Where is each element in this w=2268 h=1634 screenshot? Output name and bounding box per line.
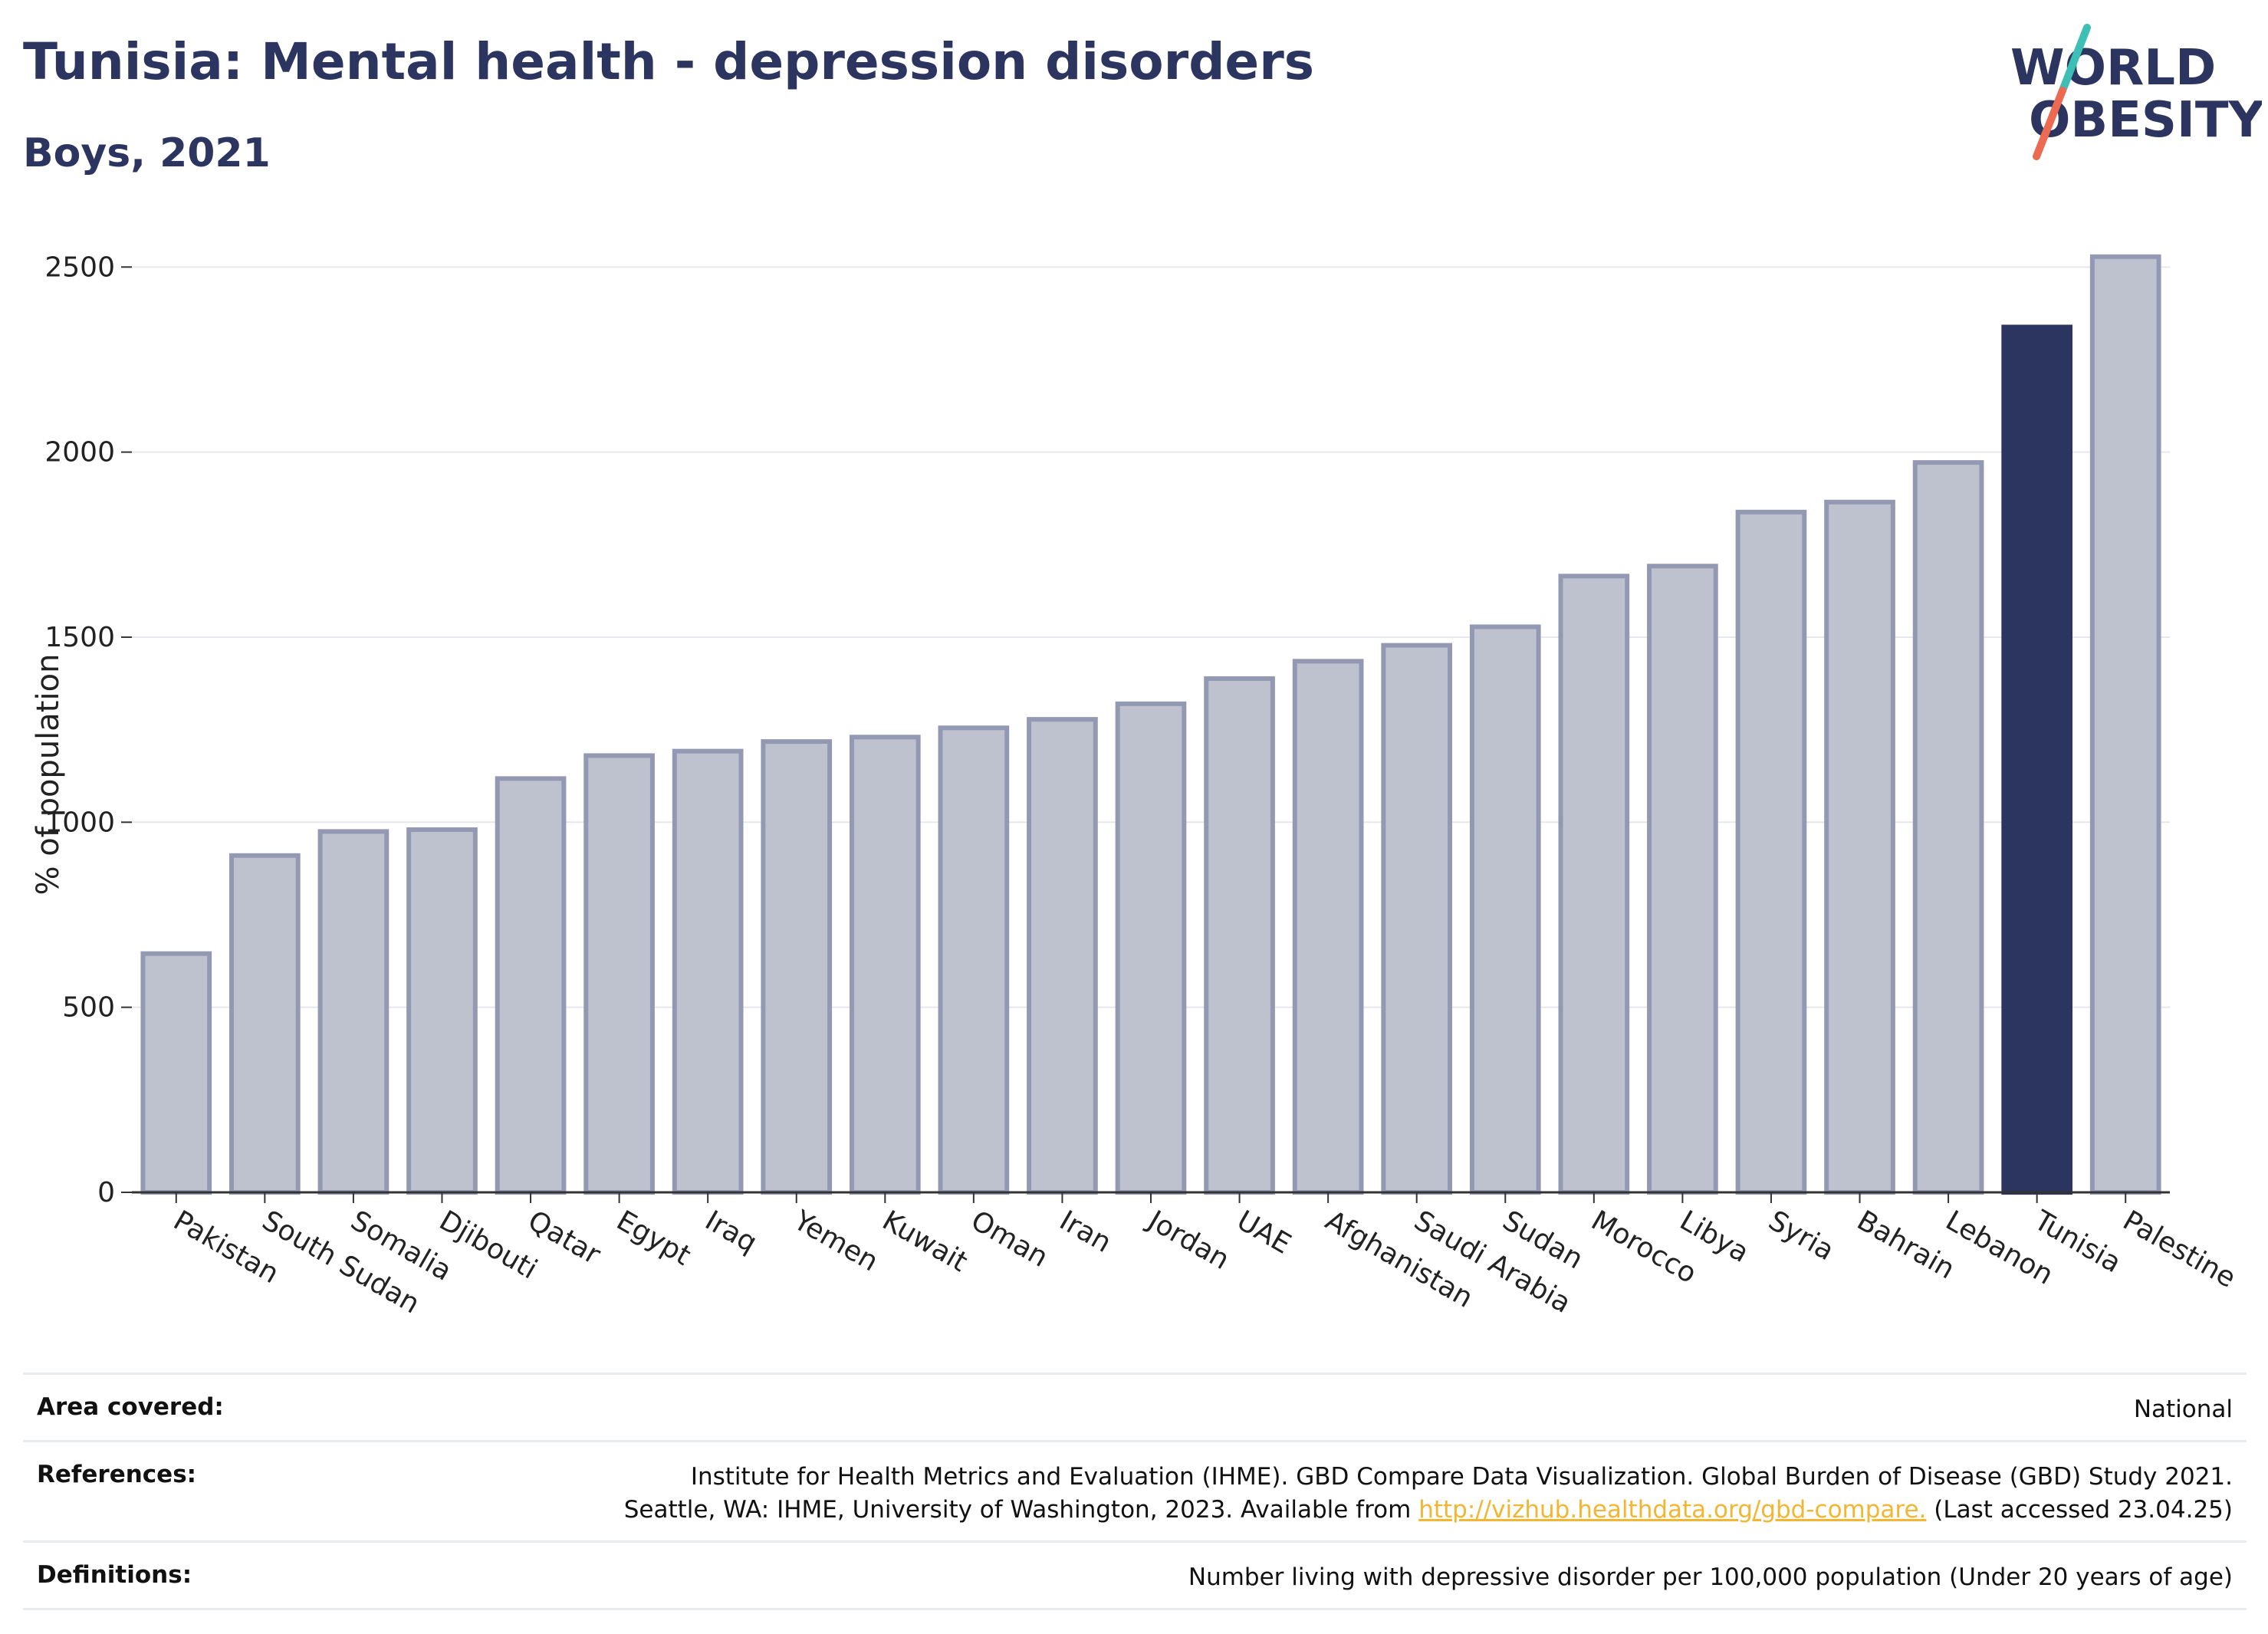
bar-uae	[1204, 676, 1275, 1195]
bar-afghanistan	[1292, 659, 1364, 1195]
bars	[140, 254, 2161, 1195]
y-tick-label-1: 500	[62, 992, 115, 1024]
bar-saudi-arabia	[1381, 643, 1453, 1195]
x-tick-label-iraq: Iraq	[700, 1205, 762, 1259]
bar-palestine	[2089, 254, 2161, 1195]
bar-iran	[1027, 717, 1098, 1195]
footer-table: Area covered: National References: Insti…	[23, 1373, 2247, 1610]
bar-lebanon	[1912, 460, 1984, 1195]
y-axis-label: % of population	[31, 654, 66, 896]
bar-bahrain	[1824, 499, 1895, 1195]
y-tick-label-5: 2500	[44, 252, 115, 283]
y-tick-label-0: 0	[97, 1177, 115, 1208]
world-obesity-logo: WORLD OBESITY	[2010, 24, 2262, 160]
bar-iraq	[672, 748, 744, 1195]
footer-row-area: Area covered: National	[23, 1373, 2247, 1440]
references-line1: Institute for Health Metrics and Evaluat…	[690, 1463, 2233, 1491]
bar-qatar	[495, 776, 567, 1195]
y-tick-label-3: 1500	[44, 622, 115, 653]
logo-line1: WORLD	[2010, 40, 2216, 97]
bar-jordan	[1115, 701, 1187, 1195]
footer-row-references: References: Institute for Health Metrics…	[23, 1440, 2247, 1540]
area-value: National	[2133, 1396, 2233, 1423]
logo-slash-bottom	[2033, 87, 2066, 160]
x-tick-label-oman: Oman	[965, 1205, 1053, 1274]
references-line2-pre: Seattle, WA: IHME, University of Washing…	[623, 1496, 1419, 1524]
x-tick-label-iran: Iran	[1054, 1205, 1116, 1259]
x-tick-label-egypt: Egypt	[611, 1205, 695, 1271]
bar-tunisia	[2001, 324, 2072, 1195]
x-tick-label-kuwait: Kuwait	[877, 1205, 973, 1278]
x-tick-label-afghanistan: Afghanistan	[1320, 1205, 1478, 1314]
bar-syria	[1735, 509, 1807, 1195]
logo-line2: OBESITY	[2029, 92, 2262, 149]
references-value: Institute for Health Metrics and Evaluat…	[624, 1461, 2233, 1527]
x-tick-label-palestine: Palestine	[2118, 1205, 2241, 1294]
x-tick-label-djibouti: Djibouti	[434, 1205, 542, 1285]
chart-subtitle: Boys, 2021	[23, 130, 271, 176]
definitions-value: Number living with depressive disorder p…	[1188, 1563, 2233, 1591]
references-line2-post: (Last accessed 23.04.25)	[1926, 1496, 2233, 1524]
bar-egypt	[583, 753, 655, 1195]
bar-somalia	[317, 829, 390, 1195]
bar-yemen	[761, 739, 833, 1195]
bar-oman	[938, 725, 1010, 1195]
x-tick-label-bahrain: Bahrain	[1852, 1205, 1960, 1285]
y-tick-label-2: 1000	[44, 807, 115, 838]
logo-slash-top	[2059, 24, 2091, 94]
x-tick-label-jordan: Jordan	[1142, 1204, 1234, 1276]
references-label: References:	[37, 1461, 197, 1488]
y-tick-label-4: 2000	[44, 437, 115, 469]
bar-djibouti	[406, 827, 478, 1195]
area-label: Area covered:	[37, 1393, 224, 1421]
footer-row-definitions: Definitions: Number living with depressi…	[23, 1540, 2247, 1610]
y-axis-ticks: 0 500 1000 1500 2000 2500	[44, 252, 132, 1208]
definitions-label: Definitions:	[37, 1561, 192, 1589]
x-tick-label-uae: UAE	[1231, 1205, 1296, 1260]
bar-kuwait	[849, 735, 921, 1195]
x-tick-label-yemen: Yemen	[787, 1205, 883, 1278]
bar-sudan	[1469, 624, 1541, 1195]
bar-pakistan	[140, 951, 212, 1195]
references-link[interactable]: http://vizhub.healthdata.org/gbd-compare…	[1418, 1496, 1927, 1524]
bar-south-sudan	[229, 853, 301, 1195]
bar-libya	[1647, 564, 1718, 1195]
x-tick-label-syria: Syria	[1763, 1205, 1839, 1267]
chart-title: Tunisia: Mental health - depression diso…	[23, 32, 1315, 91]
bar-morocco	[1558, 574, 1630, 1195]
